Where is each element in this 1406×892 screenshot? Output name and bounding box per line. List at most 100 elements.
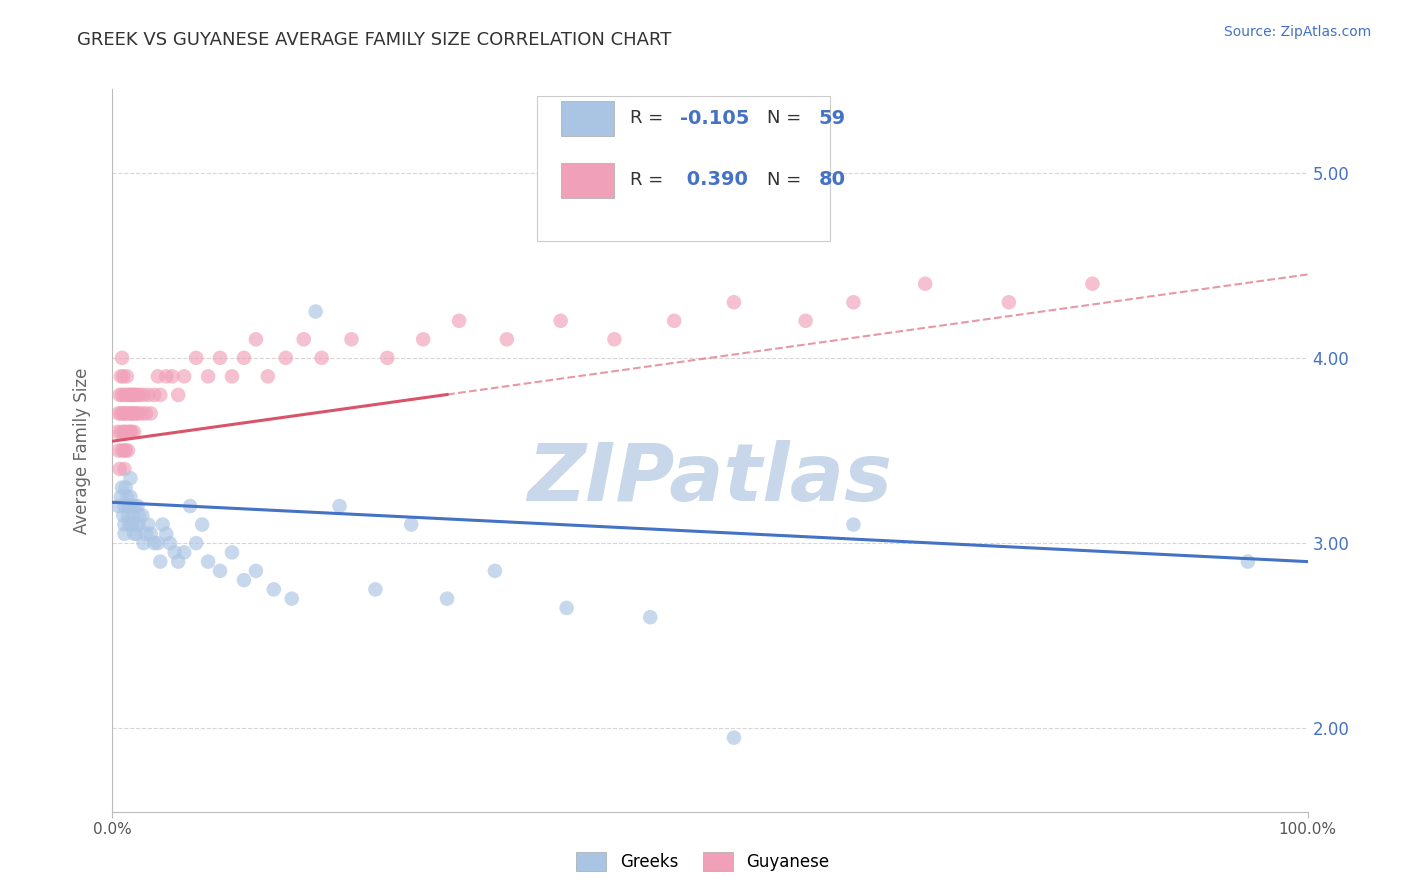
Point: [305, 304, 328, 318]
Point: [121, 406, 143, 420]
Point: [143, 388, 166, 402]
Point: [110, 425, 132, 439]
Point: [197, 369, 219, 384]
Point: [117, 406, 139, 420]
Point: [173, 545, 195, 559]
Point: [112, 406, 135, 420]
Point: [114, 388, 135, 402]
Point: [111, 481, 134, 495]
Point: [163, 545, 186, 559]
Point: [603, 332, 626, 346]
Point: [110, 490, 132, 504]
FancyBboxPatch shape: [561, 163, 614, 198]
Point: [640, 610, 662, 624]
Text: N =: N =: [768, 170, 807, 188]
Point: [263, 582, 285, 597]
Point: [128, 517, 150, 532]
Point: [155, 369, 177, 384]
Point: [105, 425, 128, 439]
Point: [124, 406, 146, 420]
Point: [121, 508, 143, 523]
Text: R =: R =: [630, 109, 669, 127]
Point: [149, 388, 172, 402]
Point: [179, 499, 201, 513]
Point: [221, 545, 243, 559]
Point: [114, 443, 135, 458]
Point: [233, 573, 256, 587]
Point: [129, 388, 152, 402]
Point: [118, 388, 141, 402]
Point: [152, 517, 174, 532]
Point: [121, 425, 143, 439]
Point: [132, 388, 155, 402]
Point: [107, 443, 129, 458]
Point: [128, 508, 150, 523]
Point: [186, 536, 208, 550]
Point: [914, 277, 936, 291]
Point: [117, 425, 139, 439]
Text: 0.390: 0.390: [681, 170, 748, 189]
Point: [112, 425, 135, 439]
Point: [139, 406, 162, 420]
Text: GREEK VS GUYANESE AVERAGE FAMILY SIZE CORRELATION CHART: GREEK VS GUYANESE AVERAGE FAMILY SIZE CO…: [77, 31, 672, 49]
Point: [114, 406, 135, 420]
Point: [723, 731, 745, 745]
Point: [114, 517, 135, 532]
Point: [107, 499, 129, 513]
Point: [122, 526, 145, 541]
Point: [114, 526, 135, 541]
Point: [162, 369, 183, 384]
Point: [110, 369, 132, 384]
Point: [114, 425, 135, 439]
Point: [139, 526, 162, 541]
Point: [124, 499, 146, 513]
Point: [131, 406, 153, 420]
Point: [111, 443, 134, 458]
Point: [155, 526, 177, 541]
Point: [138, 517, 160, 532]
Point: [114, 425, 136, 439]
Point: [111, 388, 134, 402]
Point: [122, 388, 145, 402]
Point: [550, 314, 572, 328]
Point: [173, 369, 195, 384]
Point: [723, 295, 745, 310]
Point: [114, 499, 135, 513]
Point: [842, 295, 865, 310]
Point: [124, 388, 146, 402]
Point: [998, 295, 1021, 310]
Point: [121, 406, 143, 420]
Point: [111, 351, 134, 365]
Point: [274, 351, 297, 365]
Point: [120, 406, 142, 420]
Point: [125, 526, 148, 541]
Point: [159, 536, 181, 550]
Point: [197, 555, 219, 569]
Point: [245, 332, 267, 346]
Point: [110, 406, 132, 420]
Point: [842, 517, 865, 532]
Point: [114, 443, 136, 458]
Point: [311, 351, 333, 365]
Point: [484, 564, 506, 578]
Point: [292, 332, 315, 346]
Y-axis label: Average Family Size: Average Family Size: [73, 368, 91, 533]
Point: [794, 314, 817, 328]
FancyBboxPatch shape: [537, 96, 830, 241]
Point: [128, 406, 150, 420]
Text: -0.105: -0.105: [681, 109, 749, 128]
Point: [245, 564, 267, 578]
Point: [114, 481, 136, 495]
Text: Source: ZipAtlas.com: Source: ZipAtlas.com: [1223, 25, 1371, 39]
Point: [191, 517, 214, 532]
Point: [167, 388, 190, 402]
Point: [120, 425, 142, 439]
Point: [143, 536, 166, 550]
Point: [115, 490, 138, 504]
Point: [233, 351, 256, 365]
Point: [364, 582, 387, 597]
Point: [108, 388, 131, 402]
Point: [167, 555, 190, 569]
Point: [120, 388, 142, 402]
Point: [138, 388, 160, 402]
